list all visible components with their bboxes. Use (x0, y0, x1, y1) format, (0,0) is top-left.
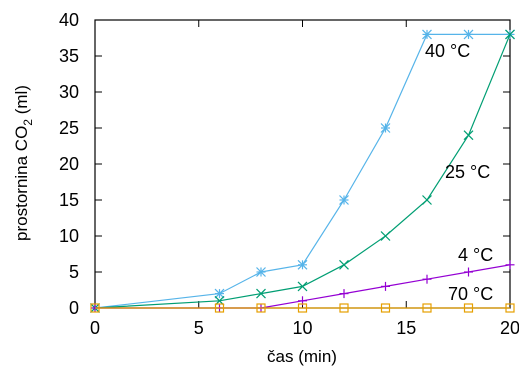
x-axis-title: čas (min) (267, 347, 337, 366)
y-axis-title-main: prostornina CO (12, 126, 31, 241)
y-axis-title-unit: (ml) (12, 85, 31, 119)
data-point-marker (380, 231, 391, 241)
data-point-marker (214, 288, 225, 299)
series-1 (90, 29, 515, 313)
data-point-marker (422, 29, 432, 40)
data-point-marker (256, 288, 266, 299)
data-point-marker (339, 303, 349, 313)
series-labels: 40 °C 25 °C 4 °C 70 °C (425, 41, 493, 304)
y-axis-title-subscript: 2 (21, 119, 35, 126)
data-point-marker (256, 303, 266, 313)
x-tick-label: 10 (292, 318, 312, 338)
data-point-marker (381, 281, 390, 291)
y-tick-label: 15 (59, 190, 79, 210)
series-label: 4 °C (458, 245, 493, 265)
data-point-marker (380, 303, 391, 313)
data-point-marker (422, 195, 432, 205)
data-point-marker (422, 303, 432, 313)
y-tick-label: 40 (59, 10, 79, 30)
x-tick-label: 0 (90, 318, 100, 338)
y-tick-label: 35 (59, 46, 79, 66)
series-label: 25 °C (445, 162, 490, 182)
data-point-marker (297, 281, 308, 292)
data-point-marker (464, 267, 473, 277)
x-tick-label: 15 (396, 318, 416, 338)
data-point-marker (90, 303, 100, 313)
y-tick-label: 5 (69, 262, 79, 282)
series-3 (90, 303, 515, 313)
series-label: 40 °C (425, 41, 470, 61)
y-tick-label: 0 (69, 298, 79, 318)
data-point-marker (463, 303, 474, 313)
data-point-marker (422, 274, 432, 284)
data-point-marker (463, 130, 474, 141)
data-point-marker (297, 303, 308, 313)
data-point-marker (463, 29, 474, 40)
y-tick-label: 10 (59, 226, 79, 246)
x-tick-label: 5 (194, 318, 204, 338)
data-point-marker (505, 29, 515, 40)
y-axis-title: prostornina CO2 (ml) (12, 85, 35, 241)
data-point-marker (339, 195, 349, 205)
data-point-marker (339, 259, 349, 270)
data-point-marker (505, 260, 515, 270)
y-tick-label: 25 (59, 118, 79, 138)
y-tick-label: 20 (59, 154, 79, 174)
data-point-marker (297, 259, 308, 270)
data-point-marker (505, 303, 515, 313)
series-lines (90, 29, 515, 313)
data-point-marker (214, 303, 225, 313)
data-point-marker (256, 267, 266, 277)
series-label: 70 °C (448, 284, 493, 304)
axis-ticks: 0 5 10 15 20 0 5 10 15 20 25 30 35 40 (59, 10, 519, 338)
data-point-marker (339, 289, 349, 299)
x-tick-label: 20 (500, 318, 519, 338)
data-point-marker (380, 123, 391, 133)
y-tick-label: 30 (59, 82, 79, 102)
